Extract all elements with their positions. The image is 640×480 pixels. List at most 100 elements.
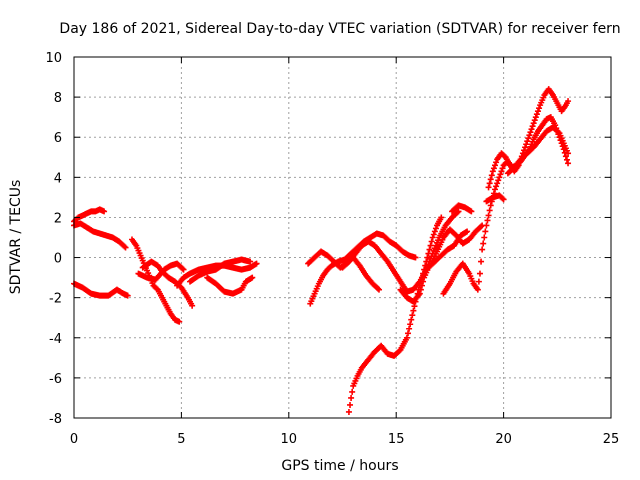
data-point [495,177,502,184]
series-track-6 [135,260,187,283]
data-point [121,243,128,250]
y-tick-label: -8 [49,412,62,427]
y-tick-label: 10 [45,51,62,66]
series-track-1 [71,206,108,225]
series-track-2 [71,220,129,251]
y-tick-label: 4 [54,171,62,186]
data-point [474,286,481,293]
x-tick-label: 20 [495,432,512,447]
data-point [565,150,572,157]
data-point [406,325,413,332]
data-point [412,254,419,261]
data-point [501,153,508,160]
data-point [533,111,540,118]
data-point [486,207,493,214]
data-point [427,242,434,249]
data-point [423,258,430,265]
series-track-13 [345,214,445,415]
data-point [475,278,482,285]
data-point [416,290,423,297]
series-track-19 [485,86,572,191]
data-point [525,135,532,142]
data-point [479,246,486,253]
data-point [176,318,183,325]
chart-title: Day 186 of 2021, Sidereal Day-to-day VTE… [59,21,620,37]
series-track-8 [186,256,254,285]
y-tick-label: -4 [49,332,62,347]
data-point [476,270,483,277]
data-point [374,285,381,292]
data-point [480,240,487,247]
data-point [498,168,505,175]
data-point [565,98,572,105]
data-point [407,321,414,328]
grid [74,57,611,418]
data-point [124,292,131,299]
data-point [428,238,435,245]
data-point [532,114,539,121]
data-point [122,244,129,251]
data-point [485,212,492,219]
data-point [493,159,500,166]
data-point [565,160,572,167]
series-track-15 [427,222,486,269]
data-point [179,265,186,272]
data-point [483,222,490,229]
data-point [411,303,418,310]
y-tick-label: 0 [54,252,62,267]
data-point [403,334,410,341]
data-point [488,172,495,179]
data-point [417,286,424,293]
data-point [431,228,438,235]
data-point [562,153,569,160]
data-point [418,282,425,289]
y-tick-label: 2 [54,211,62,226]
data-point [429,234,436,241]
data-point [536,105,543,112]
data-point [345,408,352,415]
data-marks [71,86,572,415]
data-point [492,186,499,193]
series-track-20 [504,124,572,177]
data-point [348,394,355,401]
x-axis-label: GPS time / hours [281,458,398,474]
x-tick-label: 5 [177,432,185,447]
data-point [478,258,485,265]
series-track-11 [305,248,383,293]
data-point [494,180,501,187]
plot-frame [73,56,612,419]
x-tick-label: 25 [603,432,620,447]
data-point [524,138,531,145]
data-point [487,176,494,183]
data-point [410,307,417,314]
y-axis-label: SDTVAR / TECUs [8,180,24,295]
series-track-4 [128,236,183,325]
data-point [464,228,471,235]
axis-ticks: 0 5 10 15 20 25 -8 -6 -4 -2 0 2 4 6 8 10 [45,51,619,447]
data-point [527,129,534,136]
data-point [481,234,488,241]
data-point [426,246,433,253]
data-point [534,108,541,115]
data-point [500,196,507,203]
data-point [425,250,432,257]
data-point [478,223,485,230]
data-point [496,174,503,181]
data-point [253,260,260,267]
y-tick-label: 8 [54,91,62,106]
data-point [408,316,415,323]
data-point [499,165,506,172]
data-point [529,123,536,130]
data-point [409,312,416,319]
y-tick-label: 6 [54,131,62,146]
data-point [347,401,354,408]
data-point [468,208,475,215]
x-tick-label: 15 [388,432,405,447]
data-point [482,228,489,235]
data-point [497,171,504,178]
data-point [376,286,383,293]
data-point [432,225,439,232]
data-point [486,180,493,187]
data-point [523,141,530,148]
data-point [521,147,528,154]
